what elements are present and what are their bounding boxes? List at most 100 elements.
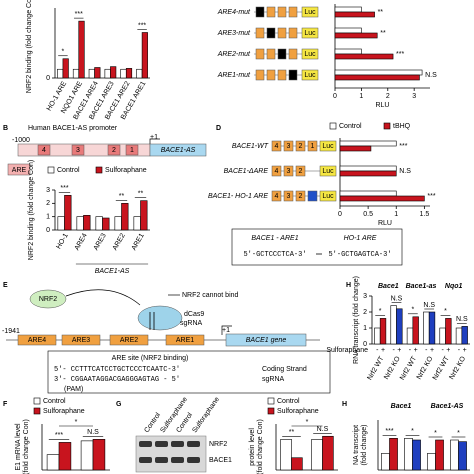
bar <box>57 216 65 231</box>
y-axis-label: NRF2 binding (fold change Con) <box>28 160 35 260</box>
x-tick-label: ARE2 <box>112 232 127 251</box>
significance: * <box>457 430 460 437</box>
are-box <box>283 190 294 202</box>
legend-label: Sulforaphane <box>277 408 319 415</box>
are-box <box>277 6 287 18</box>
y-axis-label: E1 mRNA level <box>15 423 22 471</box>
y-tick-label: 0 <box>46 75 50 82</box>
bar <box>381 453 390 471</box>
bar <box>120 68 127 79</box>
arrow <box>65 289 141 306</box>
bar <box>334 74 420 81</box>
are-box <box>283 140 294 152</box>
row-label: BACE1-WT <box>232 143 269 150</box>
blot-band <box>139 441 152 447</box>
dcas9 <box>137 305 183 331</box>
significance: * <box>62 49 65 56</box>
bar <box>72 68 80 79</box>
box-label: Luc <box>322 168 334 175</box>
row-label: ARE2-mut <box>217 51 251 58</box>
box-label: ARE4 <box>28 337 46 344</box>
box-label: 2 <box>299 168 303 175</box>
y-axis-label: NA transcript <box>353 425 360 465</box>
legend-swatch <box>47 166 55 174</box>
are-box <box>109 334 149 346</box>
x-tick-label: HO-1 <box>55 232 69 250</box>
y-tick-label: 2 <box>363 309 367 316</box>
bar <box>412 439 421 471</box>
are-box <box>255 69 265 81</box>
are-box <box>37 144 51 156</box>
legend-swatch <box>383 122 391 130</box>
x-tick-label: 1.5 <box>420 211 430 218</box>
gene-label: Bace1-AS <box>431 403 464 410</box>
box-label: 4 <box>42 147 46 154</box>
inset-title: BACE1 - ARE1 <box>251 235 298 242</box>
treatment-sign: + <box>430 347 434 354</box>
box-label: 3 <box>76 147 80 154</box>
sequence: 5'-GCTCCCTCA-3' <box>243 251 306 259</box>
gene-label: BACE1-AS <box>161 147 196 154</box>
are-box <box>277 48 287 60</box>
bar <box>334 11 375 18</box>
significance: ** <box>119 193 125 200</box>
bar <box>57 68 64 79</box>
are-box <box>301 27 319 39</box>
legend-label: Control <box>57 167 80 174</box>
bar <box>94 67 101 79</box>
sgrna-label: sgRNA <box>180 320 203 327</box>
are-box <box>277 27 287 39</box>
bar <box>458 441 467 471</box>
treatment-sign: + <box>463 347 467 354</box>
inset-title: HO-1 ARE <box>344 235 377 242</box>
y-tick-label: 2 <box>46 200 50 207</box>
x-tick-label: ARE3 <box>93 232 108 251</box>
significance: N.S <box>425 72 437 79</box>
are-box <box>271 190 282 202</box>
legend-swatch <box>33 397 41 405</box>
are-box <box>271 140 282 152</box>
are-box <box>288 27 298 39</box>
box-label: 3 <box>287 193 291 200</box>
position: -1000 <box>12 137 30 144</box>
treatment-sign: + <box>446 347 450 354</box>
box-label: ARE2 <box>120 337 138 344</box>
are-key-label: ARE <box>12 167 27 174</box>
gene-label: Bace1-as <box>406 283 437 290</box>
lane-label: Sulforaphane <box>191 396 221 434</box>
treatment-sign: - <box>376 347 379 354</box>
bar <box>339 195 425 202</box>
box-label: Luc <box>304 51 316 58</box>
box-label: 4 <box>275 143 279 150</box>
significance: ** <box>138 191 144 198</box>
x-tick-label: ARE4 <box>74 232 89 251</box>
legend-label: Sulforaphane <box>43 408 85 415</box>
bar <box>427 453 436 471</box>
bar <box>64 195 72 231</box>
blot-band <box>139 457 152 463</box>
are-box <box>266 27 276 39</box>
gene-label: Bace1 <box>378 283 399 290</box>
bar <box>322 435 334 471</box>
box-label: 3 <box>287 168 291 175</box>
bar <box>83 215 91 231</box>
treatment-sign: - <box>441 347 444 354</box>
treatment-sign: + <box>414 347 418 354</box>
are-box <box>301 6 319 18</box>
legend-swatch <box>33 407 41 415</box>
bar <box>334 53 394 60</box>
are-box <box>295 190 306 202</box>
blot-band <box>155 441 168 447</box>
bar <box>334 6 362 13</box>
panel-label: G <box>116 401 122 408</box>
bar <box>334 27 362 34</box>
bar <box>92 439 106 471</box>
x-tick-label: 3 <box>412 93 416 100</box>
y-axis-label: NRF2 binding (fold change Con) <box>26 0 33 93</box>
significance: N.S <box>456 316 468 323</box>
nrf2: NRF2 <box>39 296 57 303</box>
significance: * <box>411 307 414 314</box>
significance: *** <box>138 22 146 29</box>
significance: * <box>444 308 447 315</box>
inset <box>231 228 403 266</box>
